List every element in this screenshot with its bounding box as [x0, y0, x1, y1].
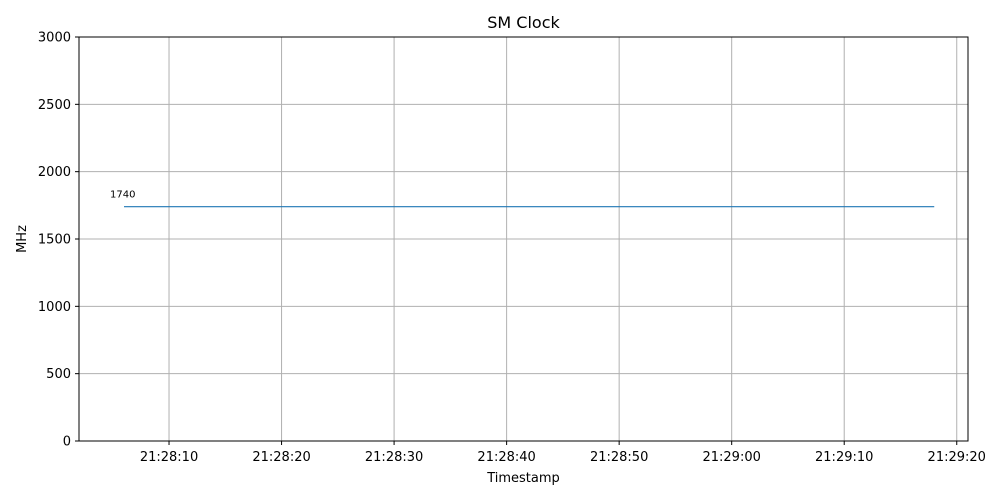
x-tick-label: 21:28:20: [252, 450, 310, 465]
annotation-layer: 1740: [110, 190, 135, 201]
ticks-layer: 21:28:10 21:28:20 21:28:30 21:28:40 21:28:50…: [38, 31, 986, 466]
chart-title: SM Clock: [487, 13, 560, 32]
y-axis-label: MHz: [15, 225, 30, 253]
y-tick-label: 0: [63, 435, 71, 450]
x-tick-label: 21:29:10: [815, 450, 873, 465]
x-tick-label: 21:28:50: [590, 450, 648, 465]
y-tick-label: 2500: [38, 98, 71, 113]
x-tick-label: 21:28:40: [477, 450, 535, 465]
y-tick-label: 3000: [38, 31, 71, 46]
x-axis-label: Timestamp: [486, 471, 560, 486]
x-tick-label: 21:28:30: [365, 450, 423, 465]
y-tick-label: 1000: [38, 300, 71, 315]
x-tick-label: 21:28:10: [140, 450, 198, 465]
y-tick-label: 2000: [38, 165, 71, 180]
x-tick-label: 21:29:20: [928, 450, 986, 465]
y-tick-label: 500: [46, 367, 71, 382]
grid-layer: [79, 37, 968, 441]
data-label: 1740: [110, 190, 135, 201]
y-tick-label: 1500: [38, 233, 71, 248]
x-tick-label: 21:29:00: [702, 450, 760, 465]
